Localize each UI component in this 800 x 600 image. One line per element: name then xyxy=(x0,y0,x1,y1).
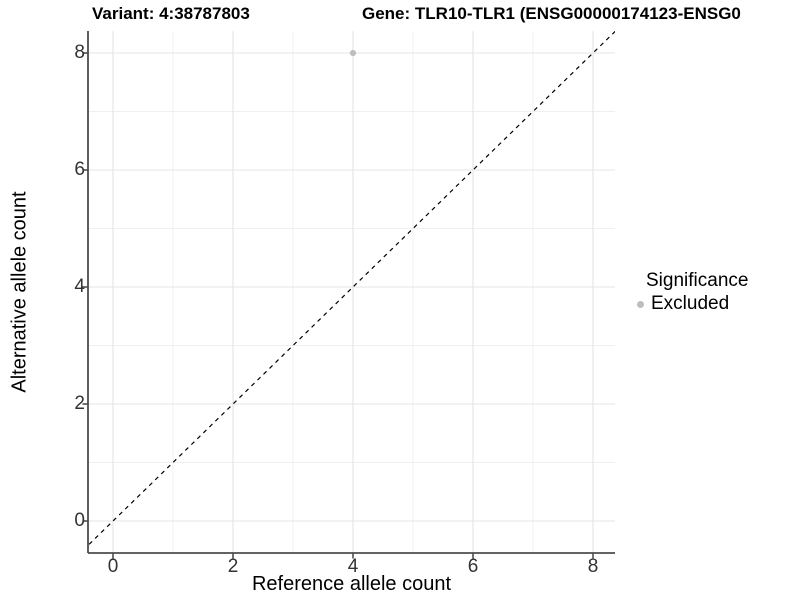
x-tick-label: 4 xyxy=(347,556,359,577)
variant-title: Variant: 4:38787803 xyxy=(92,4,250,23)
x-tick-label: 8 xyxy=(587,556,599,577)
y-tick-label: 0 xyxy=(74,510,85,531)
y-axis-title: Alternative allele count xyxy=(8,191,31,393)
y-tick-label: 6 xyxy=(74,159,85,180)
x-tick-label: 2 xyxy=(227,556,239,577)
y-tick-label: 4 xyxy=(74,276,85,297)
x-tick-label: 6 xyxy=(467,556,479,577)
legend: Significance Excluded xyxy=(636,271,748,315)
legend-marker-icon xyxy=(637,300,644,308)
data-point xyxy=(349,49,357,57)
y-tick-label: 2 xyxy=(74,393,85,414)
gene-title: Gene: TLR10-TLR1 (ENSG00000174123-ENSG0 xyxy=(362,4,741,23)
x-axis-title: Reference allele count xyxy=(251,573,451,595)
legend-item-excluded: Excluded xyxy=(636,293,748,315)
y-tick-label: 8 xyxy=(74,42,85,63)
plot-area xyxy=(82,31,615,559)
legend-title: Significance xyxy=(646,270,749,291)
identity-line xyxy=(88,31,615,547)
x-tick-label: 0 xyxy=(107,556,119,577)
legend-item-label: Excluded xyxy=(651,293,730,314)
